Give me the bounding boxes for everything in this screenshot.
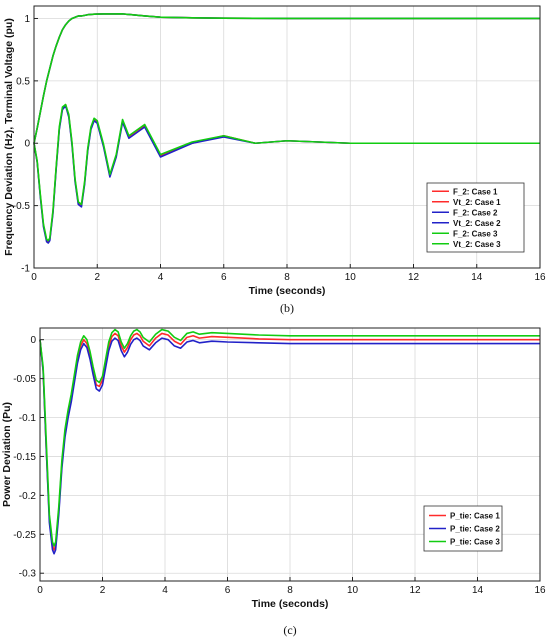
x-tick-label: 12 — [409, 585, 421, 596]
y-tick-label: 0.5 — [16, 76, 30, 87]
x-tick-label: 8 — [284, 272, 290, 283]
x-tick-label: 4 — [158, 272, 164, 283]
y-tick-label: -0.2 — [19, 491, 37, 502]
legend: P_tie: Case 1 P_tie: Case 2 P_tie: Case 3 — [423, 505, 503, 552]
legend-entry: F_2: Case 3 — [453, 229, 498, 238]
y-tick-label: 1 — [24, 14, 30, 25]
x-tick-label: 16 — [534, 585, 546, 596]
x-tick-label: 14 — [472, 585, 484, 596]
y-tick-label: -0.1 — [19, 413, 37, 424]
legend-box — [426, 182, 525, 253]
x-axis-label: Time (seconds) — [252, 598, 329, 610]
x-tick-label: 8 — [287, 585, 293, 596]
y-axis-label: Frequency Deviation (Hz), Terminal Volta… — [3, 18, 15, 256]
chart-panel-b: 0 2 4 6 8 10 12 14 16 -1 -0.5 0 0.5 1 Time (seconds) Fr… — [0, 0, 550, 320]
y-tick-label: -0.25 — [13, 530, 36, 541]
x-tick-label: 6 — [221, 272, 227, 283]
legend-entry: Vt_2: Case 1 — [453, 198, 501, 207]
x-tick-label: 2 — [94, 272, 100, 283]
x-tick-label: 12 — [408, 272, 420, 283]
series-line-f-2-case-3 — [33, 103, 540, 242]
x-tick-label: 0 — [31, 272, 37, 283]
y-tick-label: -0.5 — [13, 201, 31, 212]
series-line-p-tie-case-3 — [39, 328, 540, 547]
x-tick-label: 10 — [345, 272, 357, 283]
legend-entry: Vt_2: Case 3 — [453, 240, 501, 249]
legend-entry: P_tie: Case 3 — [450, 538, 500, 547]
chart-panel-c: 0 2 4 6 8 10 12 14 16 0 -0.05 -0.1 -0.15 -0.2 -0.25 -0.… — [0, 320, 550, 641]
power-deviation-chart: 0 2 4 6 8 10 12 14 16 0 -0.05 -0.1 -0.15 -0.2 -0.25 -0.… — [1, 327, 546, 637]
legend-entry: F_2: Case 1 — [453, 187, 498, 196]
x-tick-label: 0 — [37, 585, 43, 596]
y-tick-label: 0 — [24, 139, 30, 150]
y-tick-label: -0.3 — [19, 569, 37, 580]
legend-entry: Vt_2: Case 2 — [453, 219, 501, 228]
y-axis-label: Power Deviation (Pu) — [1, 402, 13, 507]
y-tick-label: -0.05 — [13, 374, 36, 385]
legend-entry: F_2: Case 2 — [453, 208, 498, 217]
series-line-vt-2-case-3 — [33, 13, 540, 144]
y-tick-label: -1 — [21, 264, 30, 275]
legend-entry: P_tie: Case 2 — [450, 525, 500, 534]
x-tick-label: 4 — [162, 585, 168, 596]
figure-caption: (b) — [280, 301, 294, 315]
figure-caption: (c) — [283, 623, 296, 637]
y-tick-label: -0.15 — [13, 452, 36, 463]
x-tick-label: 6 — [225, 585, 231, 596]
x-axis-label: Time (seconds) — [249, 285, 326, 297]
x-tick-label: 10 — [347, 585, 359, 596]
x-tick-label: 16 — [534, 272, 546, 283]
legend-entry: P_tie: Case 1 — [450, 512, 500, 521]
x-tick-label: 2 — [100, 585, 106, 596]
frequency-voltage-chart: 0 2 4 6 8 10 12 14 16 -1 -0.5 0 0.5 1 Time (seconds) Fr… — [3, 5, 546, 315]
legend: F_2: Case 1 Vt_2: Case 1F_2: Case 2 Vt_2: … — [426, 182, 525, 253]
y-tick-label: 0 — [30, 335, 36, 346]
x-tick-label: 14 — [471, 272, 483, 283]
